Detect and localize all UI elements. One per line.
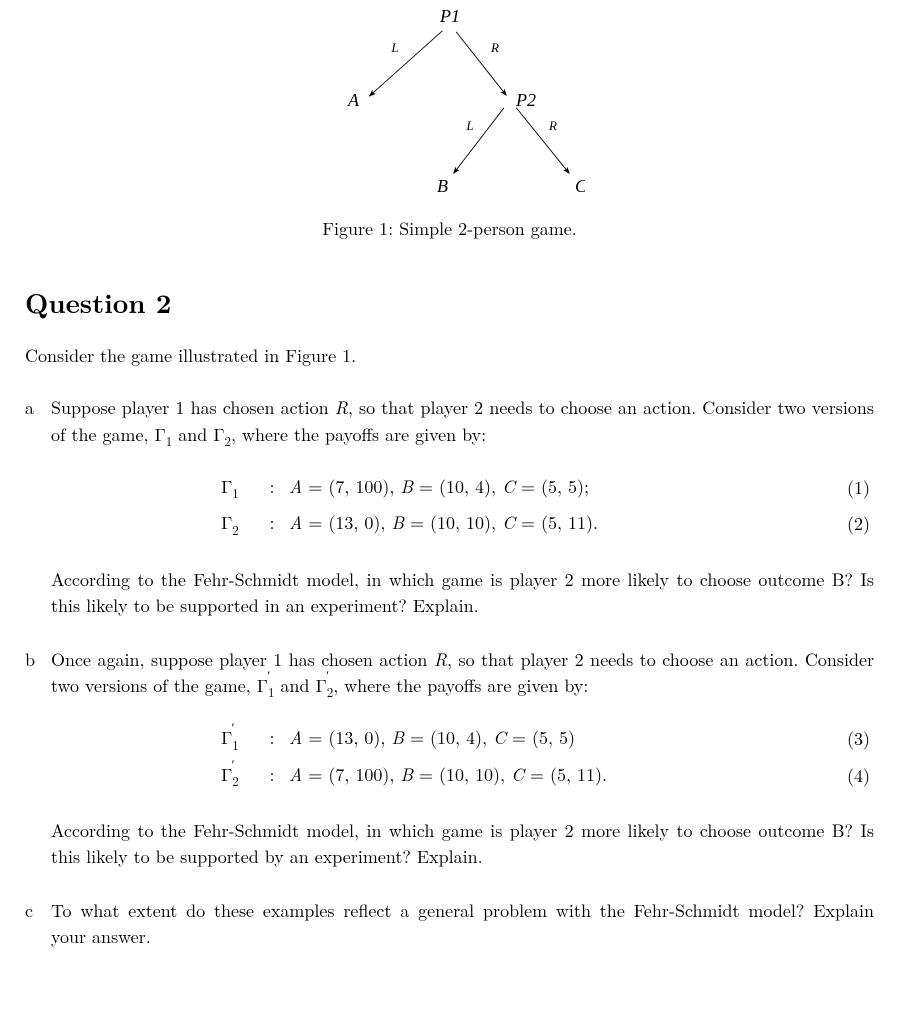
figure-caption: Figure 1: Simple 2-person game.: [25, 216, 874, 242]
equation-3: Γ′1 : A = (13, 0), B = (10, 4), C = (5, …: [51, 725, 874, 753]
eq3-sub: 1: [232, 735, 238, 754]
svg-text:R: R: [548, 118, 557, 133]
eq1-sub: 1: [232, 483, 238, 502]
part-c: c To what extent do these examples refle…: [25, 898, 874, 960]
eq-number-3: (3): [834, 726, 874, 752]
part-a-para1: Suppose player 1 has chosen action R, so…: [51, 395, 874, 449]
equation-4: Γ′2 : A = (7, 100), B = (10, 10), C = (5…: [51, 762, 874, 790]
part-c-label: c: [25, 898, 41, 960]
svg-text:P1: P1: [439, 10, 460, 26]
svg-text:R: R: [490, 40, 499, 55]
svg-text:C: C: [575, 176, 585, 195]
svg-text:B: B: [437, 176, 448, 195]
game-tree-svg: L R L R P1 A P2 B C: [315, 10, 585, 195]
part-a-body: Suppose player 1 has chosen action R, so…: [51, 395, 874, 628]
part-b-label: b: [25, 647, 41, 880]
part-a-para2: According to the Fehr-Schmidt model, in …: [51, 567, 874, 619]
svg-text:L: L: [465, 118, 473, 133]
equation-1: Γ1 : A = (7, 100), B = (10, 4), C = (5, …: [51, 474, 874, 502]
svg-text:A: A: [347, 90, 360, 110]
part-a-equations: Γ1 : A = (7, 100), B = (10, 4), C = (5, …: [51, 474, 874, 539]
game-tree-figure: L R L R P1 A P2 B C: [25, 10, 874, 202]
eq2-sub: 2: [232, 520, 238, 539]
eq-number-4: (4): [834, 763, 874, 789]
question-heading: Question 2: [25, 282, 874, 321]
part-a-label: a: [25, 395, 41, 628]
eq4-sub: 2: [232, 771, 238, 790]
part-a: a Suppose player 1 has chosen action R, …: [25, 395, 874, 628]
svg-text:P2: P2: [515, 90, 536, 110]
part-c-body: To what extent do these examples reflect…: [51, 898, 874, 960]
part-b-equations: Γ′1 : A = (13, 0), B = (10, 4), C = (5, …: [51, 725, 874, 790]
part-b-para1: Once again, suppose player 1 has chosen …: [51, 647, 874, 701]
part-c-para1: To what extent do these examples reflect…: [51, 898, 874, 950]
svg-text:L: L: [390, 40, 398, 55]
eq-number-2: (2): [834, 511, 874, 537]
intro-paragraph: Consider the game illustrated in Figure …: [25, 343, 874, 369]
part-b: b Once again, suppose player 1 has chose…: [25, 647, 874, 880]
part-b-para2: According to the Fehr-Schmidt model, in …: [51, 818, 874, 870]
eq-number-1: (1): [834, 475, 874, 501]
part-b-body: Once again, suppose player 1 has chosen …: [51, 647, 874, 880]
equation-2: Γ2 : A = (13, 0), B = (10, 10), C = (5, …: [51, 510, 874, 538]
